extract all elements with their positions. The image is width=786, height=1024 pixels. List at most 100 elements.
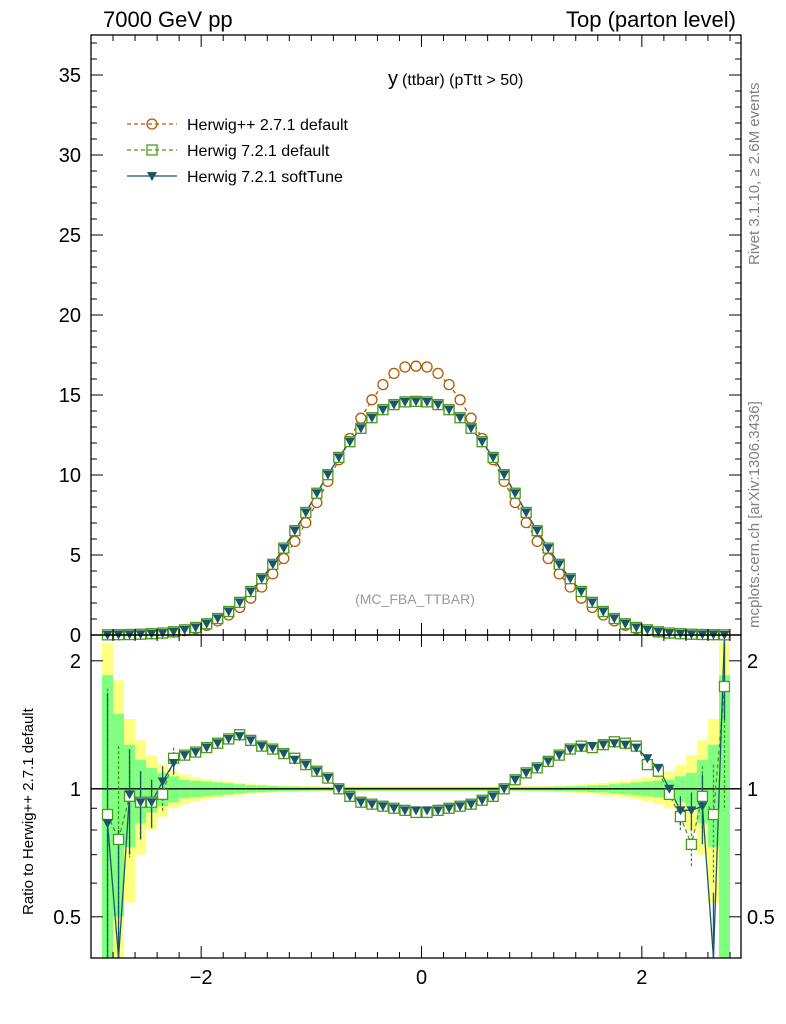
ratio-softtune-point xyxy=(300,760,311,770)
ratio-softtune-point xyxy=(510,775,521,785)
data-point-0 xyxy=(509,496,521,509)
data-point-2 xyxy=(587,598,598,608)
legend-label: Herwig 7.2.1 default xyxy=(187,143,330,160)
data-point-2 xyxy=(377,405,388,415)
data-point-2 xyxy=(311,489,322,499)
ratio-softtune-point xyxy=(653,763,664,773)
ratio-softtune-point xyxy=(697,802,708,812)
data-point-0 xyxy=(421,361,433,373)
data-point-2 xyxy=(278,544,289,554)
y-tick-label: 30 xyxy=(59,145,81,167)
ratio-softtune-point xyxy=(135,798,146,808)
data-point-0 xyxy=(520,517,532,529)
ratio-softtune-point xyxy=(223,734,234,744)
ratio-softtune-point xyxy=(422,806,433,816)
ratio-softtune-point xyxy=(543,757,554,767)
ratio-softtune-point xyxy=(311,767,322,777)
data-point-2 xyxy=(543,544,554,554)
x-tick-label: 0 xyxy=(416,967,427,989)
data-point-0 xyxy=(377,378,389,391)
ratio-softtune-point xyxy=(102,819,113,829)
data-point-2 xyxy=(245,587,256,597)
y-tick-label: 0 xyxy=(70,625,81,647)
y-tick-label: 35 xyxy=(59,65,81,87)
data-point-2 xyxy=(455,413,466,423)
header-left: 7000 GeV pp xyxy=(103,7,233,32)
data-point-2 xyxy=(620,619,631,629)
ratio-softtune-point xyxy=(521,768,532,778)
data-point-2 xyxy=(399,397,410,407)
ratio-softtune-point xyxy=(664,784,675,794)
data-point-2 xyxy=(355,424,366,434)
y-tick-label: 15 xyxy=(59,385,81,407)
data-point-2 xyxy=(146,629,157,639)
ratio-default-point xyxy=(101,808,114,821)
ratio-softtune-point xyxy=(355,798,366,808)
ratio-softtune-point xyxy=(278,749,289,759)
ratio-softtune-point xyxy=(631,743,642,753)
y-tick-label: 10 xyxy=(59,465,81,487)
data-point-0 xyxy=(311,496,323,509)
data-point-0 xyxy=(410,360,422,372)
ratio-softtune-point xyxy=(190,748,201,758)
ratio-softtune-point xyxy=(201,743,212,753)
data-point-2 xyxy=(300,508,311,518)
data-point-2 xyxy=(201,619,212,629)
data-point-2 xyxy=(631,623,642,633)
x-tick-label: −2 xyxy=(190,967,213,989)
data-point-0 xyxy=(355,412,367,424)
ratio-softtune-point xyxy=(466,800,477,810)
data-point-2 xyxy=(664,629,675,639)
ratio-tick-label: 0.5 xyxy=(53,907,81,929)
ratio-softtune-point xyxy=(212,739,223,749)
data-point-0 xyxy=(366,394,378,406)
data-point-0 xyxy=(465,412,477,424)
data-point-2 xyxy=(444,405,455,415)
data-point-2 xyxy=(554,560,565,570)
ratio-default-point xyxy=(156,788,169,801)
ratio-softtune-point xyxy=(477,796,488,806)
ratio-softtune-point xyxy=(388,804,399,814)
analysis-watermark: (MC_FBA_TTBAR) xyxy=(355,591,475,607)
data-point-0 xyxy=(300,517,312,529)
ratio-softtune-point xyxy=(444,804,455,814)
ratio-softtune-point xyxy=(598,740,609,750)
data-point-2 xyxy=(521,508,532,518)
ratio-softtune-point xyxy=(675,806,686,816)
data-point-2 xyxy=(422,397,433,407)
ratio-softtune-point xyxy=(366,800,377,810)
data-point-0 xyxy=(432,367,444,380)
ratio-softtune-point xyxy=(576,743,587,753)
ratio-softtune-point xyxy=(642,754,653,764)
ratio-softtune-point xyxy=(532,763,543,773)
legend-label: Herwig++ 2.7.1 default xyxy=(187,117,349,134)
data-point-2 xyxy=(234,598,245,608)
ratio-softtune-point xyxy=(146,798,157,808)
data-point-2 xyxy=(366,413,377,423)
data-point-2 xyxy=(157,629,168,639)
ratio-default-point xyxy=(112,833,125,846)
ratio-softtune-point xyxy=(234,732,245,742)
data-point-2 xyxy=(168,627,179,637)
data-point-0 xyxy=(278,552,290,565)
data-point-2 xyxy=(190,623,201,633)
data-point-0 xyxy=(388,367,400,380)
data-point-2 xyxy=(256,574,267,584)
ratio-softtune-point xyxy=(179,751,190,761)
band-stat xyxy=(685,772,697,807)
ratio-softtune-point xyxy=(256,742,267,752)
data-point-2 xyxy=(433,400,444,410)
ratio-softtune-point xyxy=(344,792,355,802)
y-tick-label: 25 xyxy=(59,225,81,247)
data-point-2 xyxy=(289,526,300,536)
ratio-softtune-point xyxy=(267,745,278,755)
data-point-2 xyxy=(598,607,609,617)
data-point-2 xyxy=(488,453,499,463)
data-point-2 xyxy=(179,625,190,635)
y-tick-label: 20 xyxy=(59,305,81,327)
ratio-softtune-point xyxy=(399,806,410,816)
data-point-0 xyxy=(267,568,279,580)
ratio-softtune-point xyxy=(157,777,168,787)
